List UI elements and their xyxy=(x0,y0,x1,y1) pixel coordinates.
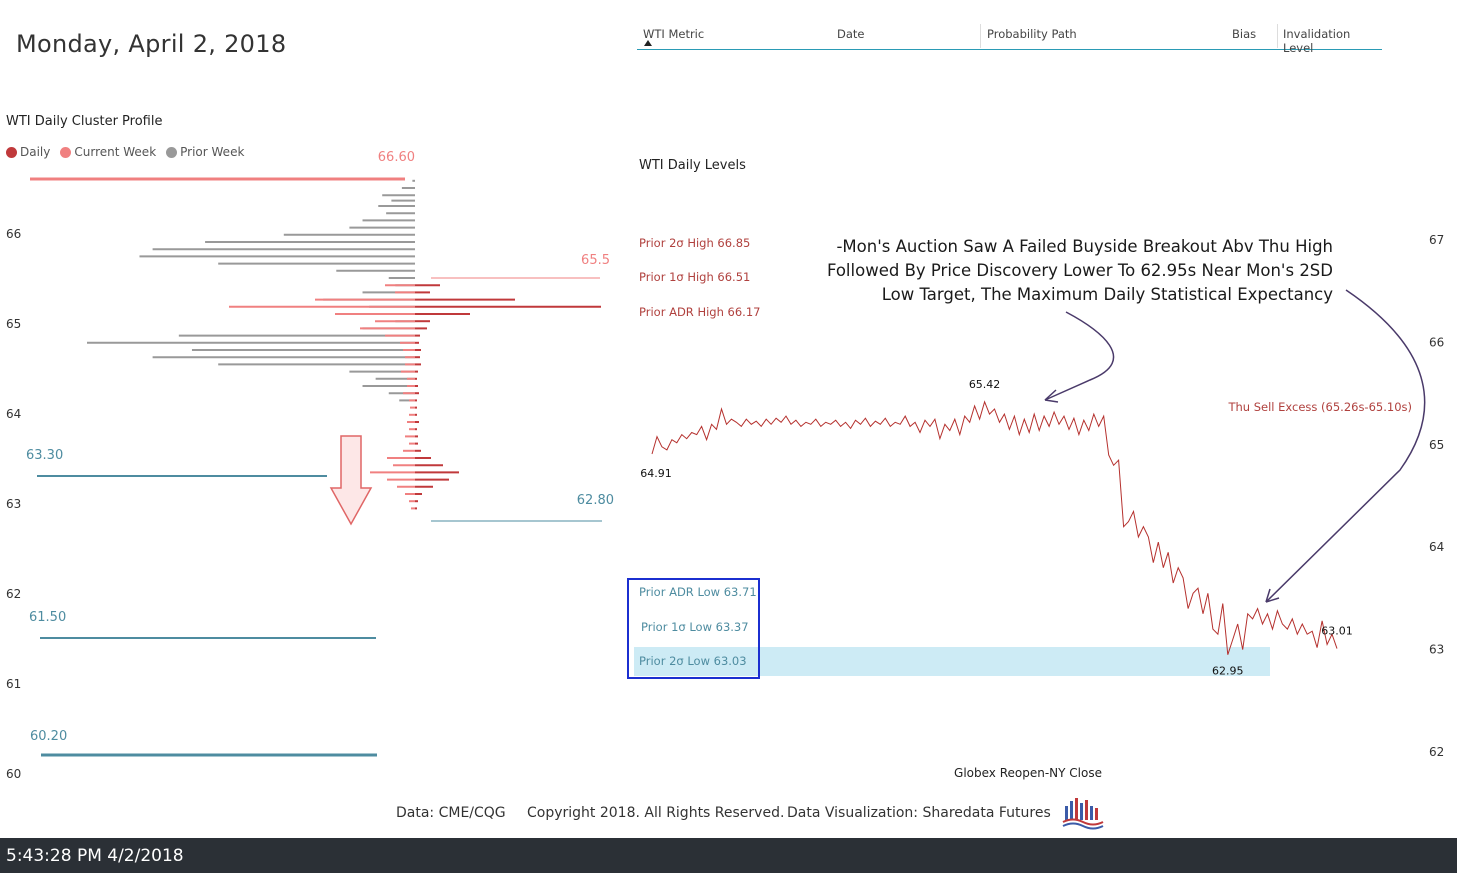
annotation-line-3: Low Target, The Maximum Daily Statistica… xyxy=(882,285,1334,304)
level-label: 61.50 xyxy=(29,610,66,625)
cluster-profile-title: WTI Daily Cluster Profile xyxy=(6,114,163,129)
column-divider xyxy=(1277,24,1278,48)
status-bar: 5:43:28 PM 4/2/2018 xyxy=(0,838,1457,873)
y-tick-label: 60 xyxy=(6,767,21,781)
legend-label: Daily xyxy=(20,145,51,159)
x-axis-label: Globex Reopen-NY Close xyxy=(954,766,1102,780)
y-tick-label: 66 xyxy=(6,227,21,241)
legend-dot-icon xyxy=(6,146,17,158)
sell-excess-label: Thu Sell Excess (65.26s-65.10s) xyxy=(1227,400,1412,414)
legend-label: Current Week xyxy=(74,145,157,159)
column-header-date[interactable]: Date xyxy=(837,27,865,41)
y-tick-label: 66 xyxy=(1429,335,1444,349)
annotation-line-2: Followed By Price Discovery Lower To 62.… xyxy=(827,261,1333,280)
profile-level-lines: 66.60 65.5 63.30 62.80 61.50 60.20 xyxy=(26,150,614,757)
lower-level-1: Prior ADR Low 63.71 xyxy=(639,585,757,599)
y-tick-label: 63 xyxy=(1429,643,1444,657)
level-label: 63.30 xyxy=(26,448,63,463)
column-header-probability-path[interactable]: Probability Path xyxy=(987,27,1077,41)
page-title: Monday, April 2, 2018 xyxy=(16,30,287,58)
column-divider xyxy=(980,24,981,48)
y-tick-label: 62 xyxy=(1429,745,1444,759)
level-label: 65.5 xyxy=(581,253,610,268)
y-tick-label: 62 xyxy=(6,587,21,601)
price-point-label: 65.42 xyxy=(969,378,1001,391)
y-tick-label: 64 xyxy=(6,407,21,421)
column-header-invalidation-level[interactable]: Invalidation Level xyxy=(1283,27,1351,55)
status-timestamp: 5:43:28 PM 4/2/2018 xyxy=(6,846,184,866)
sort-ascending-icon[interactable] xyxy=(644,40,652,46)
price-series-line xyxy=(651,400,1338,655)
sharedata-logo-icon xyxy=(1062,798,1104,830)
annotation-arrow-high xyxy=(1044,311,1115,401)
level-label: 66.60 xyxy=(378,150,415,165)
annotation-arrow-low xyxy=(1265,289,1426,603)
y-tick-label: 63 xyxy=(6,497,21,511)
upper-level-3: Prior ADR High 66.17 xyxy=(639,305,761,319)
arrowhead-icon xyxy=(1044,389,1059,403)
target-zone-band xyxy=(634,647,1270,676)
lower-level-3: Prior 2σ Low 63.03 xyxy=(639,654,747,668)
daily-levels-title: WTI Daily Levels xyxy=(639,158,746,173)
y-tick-label: 61 xyxy=(6,677,21,691)
price-point-label: 64.91 xyxy=(640,467,672,480)
metrics-table-header: WTI Metric Date Probability Path Bias In… xyxy=(637,24,1382,55)
column-header-bias[interactable]: Bias xyxy=(1232,27,1257,41)
profile-y-axis: 66 65 64 63 62 61 60 xyxy=(6,227,21,781)
y-tick-label: 64 xyxy=(1429,540,1444,554)
legend-dot-icon xyxy=(166,146,178,158)
credit-copyright: Copyright 2018. All Rights Reserved. xyxy=(527,805,785,821)
legend-dot-icon xyxy=(60,146,72,158)
credit-data: Data: CME/CQG xyxy=(396,805,506,821)
upper-level-1: Prior 2σ High 66.85 xyxy=(639,236,751,250)
level-label: 62.80 xyxy=(577,493,614,508)
price-point-labels: 64.91 65.42 62.95 63.01 xyxy=(640,378,1353,678)
upper-level-2: Prior 1σ High 66.51 xyxy=(639,270,751,284)
price-line-chart: 67 66 65 64 63 62 64.91 65.42 62.95 63.01 Thu Se… xyxy=(640,233,1444,780)
legend-label: Prior Week xyxy=(180,145,245,159)
lower-levels-box xyxy=(627,578,760,679)
arrowhead-icon xyxy=(1265,588,1280,603)
legend-item-daily[interactable]: Daily xyxy=(6,145,50,159)
price-point-label: 62.95 xyxy=(1212,665,1244,678)
price-point-label: 63.01 xyxy=(1321,625,1353,638)
price-y-axis: 67 66 65 64 63 62 xyxy=(1429,233,1444,759)
y-tick-label: 65 xyxy=(1429,438,1444,452)
credit-visualization: Data Visualization: Sharedata Futures xyxy=(787,805,1051,821)
profile-bars xyxy=(87,179,601,510)
lower-level-2: Prior 1σ Low 63.37 xyxy=(641,620,749,634)
y-tick-label: 65 xyxy=(6,317,21,331)
chart-legend: Daily Current Week Prior Week xyxy=(6,145,248,159)
column-header-metric[interactable]: WTI Metric xyxy=(643,27,705,41)
y-tick-label: 67 xyxy=(1429,233,1444,247)
down-arrow-icon xyxy=(329,435,373,526)
level-label: 60.20 xyxy=(30,729,67,744)
legend-item-prior-week[interactable]: Prior Week xyxy=(166,145,244,159)
legend-item-current-week[interactable]: Current Week xyxy=(60,145,156,159)
annotation-line-1: -Mon's Auction Saw A Failed Buyside Brea… xyxy=(836,237,1333,256)
